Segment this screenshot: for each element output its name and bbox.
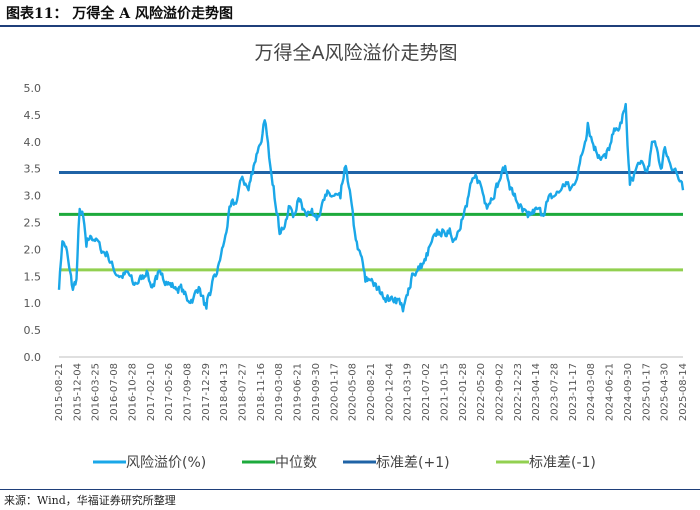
x-tick-label: 2022-09-02 [494, 363, 505, 421]
header-divider [0, 25, 700, 27]
figure-caption: 图表11： 万得全 A 风险溢价走势图 [6, 6, 233, 22]
y-tick-label: 1.0 [24, 297, 42, 310]
x-tick-label: 2020-12-04 [384, 363, 395, 421]
source-note: 来源：Wind，华福证券研究所整理 [4, 494, 176, 507]
y-tick-label: 3.0 [24, 190, 42, 203]
x-tick-label: 2021-03-19 [403, 363, 414, 421]
report-header: 图表11： 万得全 A 风险溢价走势图 [0, 0, 700, 27]
x-tick-label: 2020-01-17 [329, 363, 340, 421]
legend-label: 风险溢价(%) [126, 455, 206, 471]
legend-label: 标准差(-1) [529, 455, 596, 471]
x-tick-label: 2018-07-27 [238, 363, 249, 421]
legend-median: 中位数 [242, 455, 317, 471]
x-tick-label: 2017-12-29 [201, 363, 212, 421]
y-tick-label: 0.5 [24, 324, 42, 337]
x-tick-label: 2018-04-13 [219, 363, 230, 421]
y-tick-label: 4.0 [24, 136, 42, 149]
x-tick-label: 2020-05-08 [348, 363, 359, 421]
legend-lower-std: 标准差(-1) [496, 455, 596, 471]
x-tick-label: 2016-10-28 [127, 363, 138, 421]
x-tick-label: 2023-04-14 [531, 363, 542, 421]
x-tick-label: 2018-11-16 [256, 363, 267, 421]
y-tick-label: 2.0 [24, 243, 42, 256]
x-tick-label: 2023-07-28 [550, 363, 561, 421]
x-tick-label: 2019-09-30 [311, 363, 322, 421]
chart-title: 万得全A风险溢价走势图 [255, 42, 458, 64]
y-tick-label: 4.5 [24, 109, 42, 122]
legend-label: 标准差(+1) [376, 455, 450, 471]
x-axis: 2015-08-21 2015-12-04 2016-03-25 2016-07-08… [54, 356, 689, 421]
x-tick-label: 2017-05-26 [164, 363, 175, 421]
x-tick-label: 2025-01-17 [641, 363, 652, 421]
x-tick-label: 2019-03-08 [274, 363, 285, 421]
x-tick-label: 2022-12-23 [513, 363, 524, 421]
y-axis: 0.0 0.5 1.0 1.5 2.0 2.5 3.0 3.5 4.0 4.5 5.0 [24, 82, 42, 364]
x-tick-label: 2024-09-30 [623, 363, 634, 421]
plot-area [57, 102, 685, 313]
legend: 风险溢价(%) 中位数 标准差(+1) 标准差(-1) [93, 455, 596, 471]
x-tick-label: 2021-10-15 [439, 363, 450, 421]
x-tick-label: 2024-03-08 [586, 363, 597, 421]
x-tick-label: 2017-02-10 [146, 363, 157, 421]
x-tick-label: 2016-07-08 [109, 363, 120, 421]
y-tick-label: 1.5 [24, 270, 42, 283]
legend-label: 中位数 [275, 455, 317, 471]
x-tick-label: 2025-08-14 [678, 363, 689, 421]
x-tick-label: 2015-12-04 [72, 363, 83, 421]
x-tick-label: 2019-06-21 [293, 363, 304, 421]
y-tick-label: 3.5 [24, 163, 42, 176]
x-tick-label: 2020-08-21 [366, 363, 377, 421]
risk-premium-chart: 万得全A风险溢价走势图 0.0 0.5 1.0 1.5 2.0 2.5 3.0 3.5 4.0 4… [24, 42, 690, 471]
legend-risk-premium: 风险溢价(%) [93, 455, 206, 471]
x-tick-label: 2021-07-02 [421, 363, 432, 421]
x-tick-label: 2024-06-21 [605, 363, 616, 421]
y-tick-label: 0.0 [24, 351, 42, 364]
y-tick-label: 5.0 [24, 82, 42, 95]
risk-premium-line [57, 102, 685, 313]
x-tick-label: 2025-04-30 [660, 363, 671, 421]
x-tick-label: 2022-01-28 [458, 363, 469, 421]
footer-divider [0, 489, 700, 490]
x-tick-label: 2023-11-17 [568, 363, 579, 421]
x-tick-label: 2015-08-21 [54, 363, 65, 421]
legend-upper-std: 标准差(+1) [343, 455, 450, 471]
x-tick-label: 2017-09-08 [182, 363, 193, 421]
x-tick-label: 2016-03-25 [91, 363, 102, 421]
y-tick-label: 2.5 [24, 217, 42, 230]
x-tick-label: 2022-05-20 [476, 363, 487, 421]
